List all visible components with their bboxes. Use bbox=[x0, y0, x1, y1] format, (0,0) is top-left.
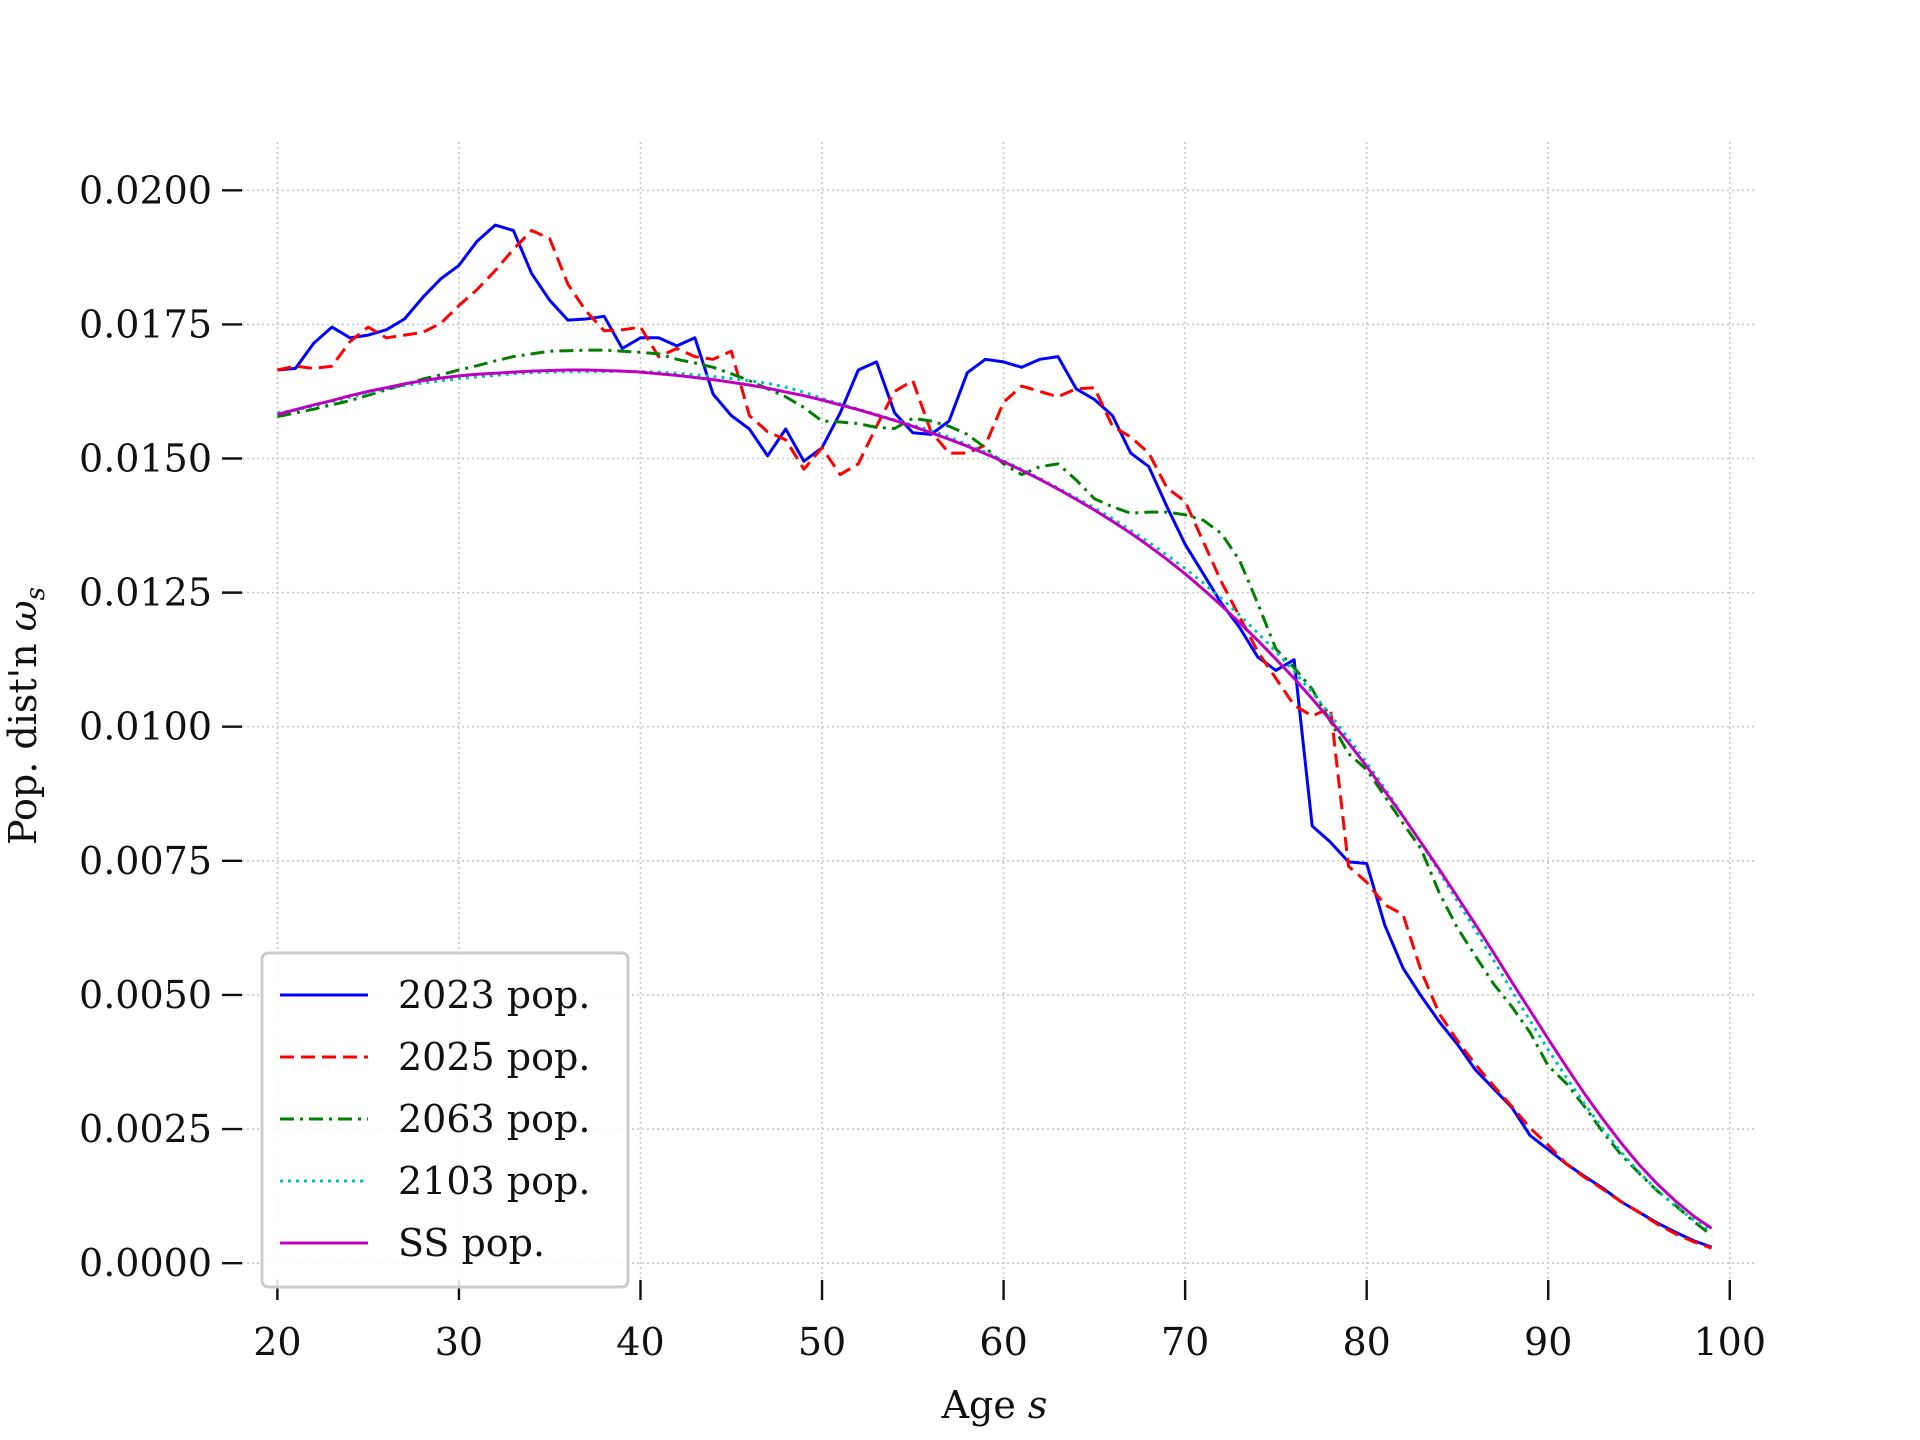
legend-label-2: 2025 pop. bbox=[398, 1035, 590, 1079]
x-tick-label: 40 bbox=[616, 1320, 664, 1364]
legend: 2023 pop. 2025 pop. 2063 pop. 2103 pop. SS p… bbox=[260, 951, 630, 1289]
legend-label-3: 2063 pop. bbox=[398, 1097, 590, 1141]
y-tick-label: 0.0050 bbox=[79, 973, 212, 1017]
y-tick-label: 0.0200 bbox=[79, 168, 212, 212]
legend-label-5: SS pop. bbox=[398, 1221, 545, 1265]
x-axis: 20 30 40 50 60 70 80 90 100 bbox=[253, 1280, 1766, 1364]
x-tick-label: 20 bbox=[253, 1320, 301, 1364]
x-tick-label: 90 bbox=[1524, 1320, 1572, 1364]
series-line-2 bbox=[277, 229, 1713, 1250]
series-line-5 bbox=[277, 368, 1713, 1230]
grid-lines bbox=[232, 142, 1757, 1290]
y-tick-label: 0.0025 bbox=[79, 1107, 212, 1151]
legend-label-4: 2103 pop. bbox=[398, 1159, 590, 1203]
x-tick-label: 30 bbox=[435, 1320, 483, 1364]
series-lines bbox=[277, 223, 1713, 1250]
x-tick-label: 70 bbox=[1161, 1320, 1209, 1364]
y-tick-label: 0.0000 bbox=[79, 1241, 212, 1285]
y-tick-label: 0.0150 bbox=[79, 437, 212, 481]
y-tick-label: 0.0100 bbox=[79, 705, 212, 749]
legend-box bbox=[260, 951, 630, 1289]
y-axis-label: Pop. dist'n ωs bbox=[1, 587, 51, 845]
y-axis: 0.0000 0.0025 0.0050 0.0075 0.0100 0.0125 0.01… bbox=[79, 168, 242, 1285]
x-tick-label: 60 bbox=[979, 1320, 1027, 1364]
y-tick-label: 0.0175 bbox=[79, 302, 212, 346]
x-tick-label: 50 bbox=[798, 1320, 846, 1364]
y-tick-label: 0.0075 bbox=[79, 839, 212, 883]
x-tick-label: 80 bbox=[1342, 1320, 1390, 1364]
legend-label-1: 2023 pop. bbox=[398, 973, 590, 1017]
x-axis-label: Age s bbox=[941, 1383, 1048, 1427]
y-tick-label: 0.0125 bbox=[79, 571, 212, 615]
x-tick-label: 100 bbox=[1694, 1320, 1767, 1364]
series-line-1 bbox=[277, 223, 1713, 1249]
series-line-4 bbox=[277, 369, 1713, 1233]
